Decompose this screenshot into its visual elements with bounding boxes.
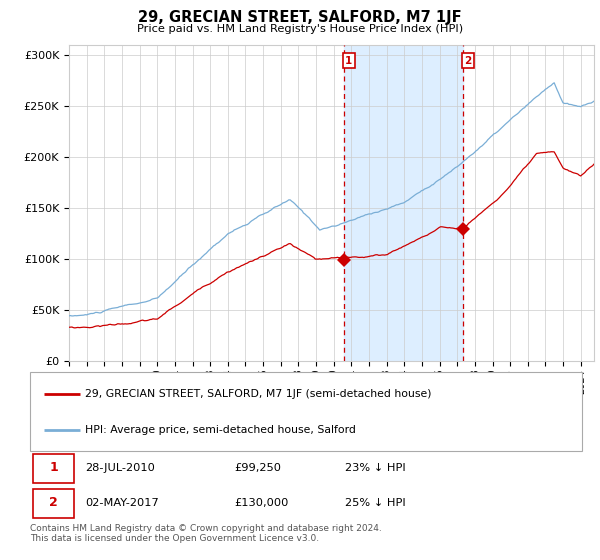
Text: Price paid vs. HM Land Registry's House Price Index (HPI): Price paid vs. HM Land Registry's House … [137, 24, 463, 34]
Text: 28-JUL-2010: 28-JUL-2010 [85, 463, 155, 473]
Text: 25% ↓ HPI: 25% ↓ HPI [344, 498, 406, 508]
Text: 1: 1 [345, 56, 352, 66]
Bar [344, 45, 463, 361]
Text: Contains HM Land Registry data © Crown copyright and database right 2024.
This d: Contains HM Land Registry data © Crown c… [30, 524, 382, 543]
FancyBboxPatch shape [33, 488, 74, 518]
FancyBboxPatch shape [30, 372, 582, 451]
FancyBboxPatch shape [33, 454, 74, 483]
Text: 2: 2 [49, 497, 58, 510]
Text: 2: 2 [464, 56, 472, 66]
Text: 23% ↓ HPI: 23% ↓ HPI [344, 463, 406, 473]
Text: 29, GRECIAN STREET, SALFORD, M7 1JF: 29, GRECIAN STREET, SALFORD, M7 1JF [138, 10, 462, 25]
Text: 29, GRECIAN STREET, SALFORD, M7 1JF (semi-detached house): 29, GRECIAN STREET, SALFORD, M7 1JF (sem… [85, 389, 432, 399]
Text: HPI: Average price, semi-detached house, Salford: HPI: Average price, semi-detached house,… [85, 424, 356, 435]
Text: £130,000: £130,000 [234, 498, 289, 508]
Text: £99,250: £99,250 [234, 463, 281, 473]
Text: 02-MAY-2017: 02-MAY-2017 [85, 498, 159, 508]
Text: 1: 1 [49, 461, 58, 474]
